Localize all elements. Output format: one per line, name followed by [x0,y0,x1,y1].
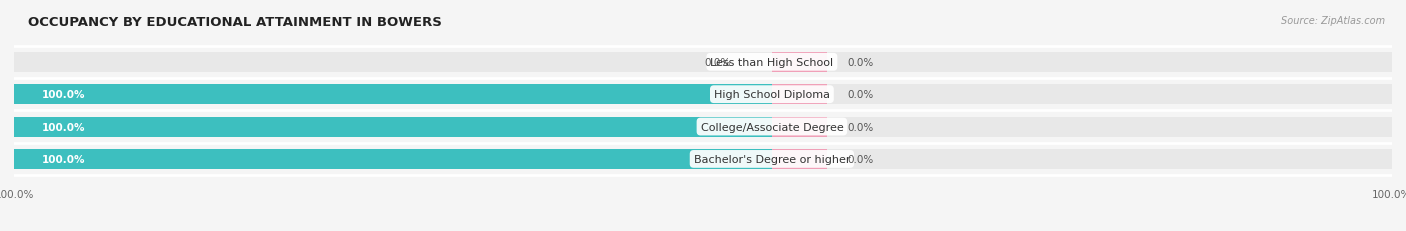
Bar [14,149,772,169]
Text: 0.0%: 0.0% [848,122,875,132]
Bar [14,85,1392,105]
Text: 0.0%: 0.0% [704,58,731,67]
Text: 100.0%: 100.0% [42,122,86,132]
Bar [772,117,827,137]
Text: Less than High School: Less than High School [710,58,834,67]
Text: 0.0%: 0.0% [848,154,875,164]
Bar [772,85,827,105]
Bar [14,85,772,105]
Bar [772,52,827,73]
Bar [772,149,827,169]
Bar [14,52,1392,73]
Text: Source: ZipAtlas.com: Source: ZipAtlas.com [1281,16,1385,26]
Text: High School Diploma: High School Diploma [714,90,830,100]
Text: 0.0%: 0.0% [848,90,875,100]
Bar [14,117,772,137]
Text: 100.0%: 100.0% [42,154,86,164]
Text: College/Associate Degree: College/Associate Degree [700,122,844,132]
Bar [14,149,1392,169]
Text: Bachelor's Degree or higher: Bachelor's Degree or higher [693,154,851,164]
Bar [14,117,1392,137]
Text: 100.0%: 100.0% [42,90,86,100]
Text: OCCUPANCY BY EDUCATIONAL ATTAINMENT IN BOWERS: OCCUPANCY BY EDUCATIONAL ATTAINMENT IN B… [28,16,441,29]
Text: 0.0%: 0.0% [848,58,875,67]
